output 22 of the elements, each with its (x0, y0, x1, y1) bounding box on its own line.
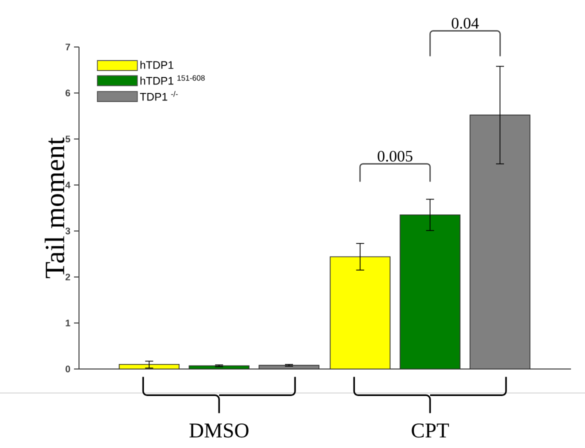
bar (330, 256, 391, 370)
y-tick-label: 5 (66, 136, 70, 142)
y-tick-label: 0 (66, 366, 70, 372)
legend-label: hTDP1 (140, 60, 174, 69)
bar (118, 364, 180, 370)
legend-label: TDP1 $^{-/-}$ (140, 91, 178, 101)
bar (470, 114, 530, 370)
x-tick-label: CPT (412, 424, 449, 438)
y-tick-label: 6 (66, 90, 70, 96)
y-tick-label: 3 (65, 228, 70, 234)
x-tick-label: DMSO (189, 424, 248, 438)
y-tick-label: 4 (65, 182, 70, 188)
bar (400, 214, 460, 370)
bar (258, 364, 320, 370)
y-tick-label: 2 (66, 274, 70, 280)
y-tick-label: 1 (66, 320, 70, 326)
text: 0.04 (452, 18, 479, 29)
legend-label: hTDP1 $^{151-608}$ (140, 75, 205, 85)
y-axis-title: Tail moment (44, 137, 64, 278)
bar (188, 365, 250, 370)
y-tick-label: 7 (66, 44, 70, 50)
annotation: 0.005 (378, 150, 412, 162)
